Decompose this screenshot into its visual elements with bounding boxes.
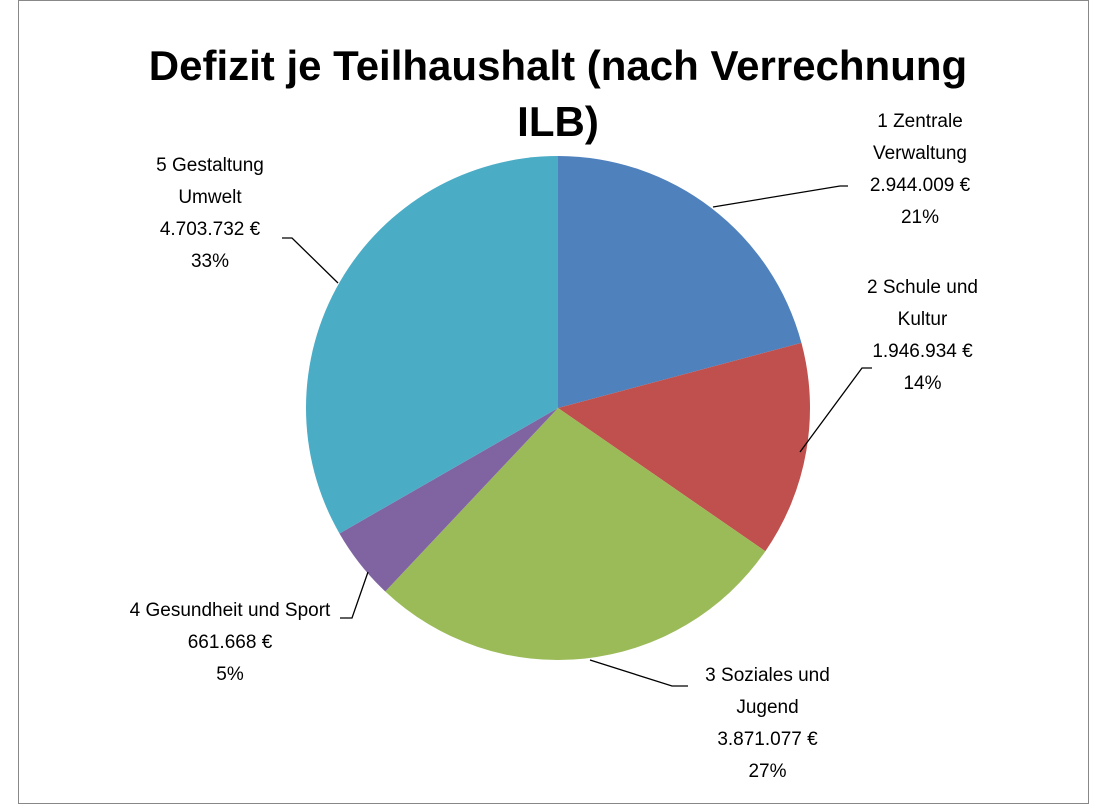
- pie-slice: [558, 342, 810, 552]
- slices: [305, 156, 810, 660]
- data-label: 1 Zentrale Verwaltung 2.944.009 € 21%: [845, 106, 995, 234]
- data-label: 3 Soziales und Jugend 3.871.077 € 27%: [680, 660, 855, 788]
- category-label: 5 Gestaltung Umwelt: [156, 155, 264, 208]
- category-label: 2 Schule und Kultur: [867, 277, 978, 330]
- percent-label: 27%: [748, 761, 787, 782]
- value-label: 4.703.732 €: [159, 219, 261, 240]
- leader-line: [712, 185, 848, 208]
- pie-slice: [339, 408, 558, 592]
- leader-line: [340, 571, 369, 619]
- data-label: 5 Gestaltung Umwelt 4.703.732 € 33%: [130, 150, 290, 278]
- percent-label: 21%: [900, 207, 940, 228]
- value-label: 661.668 €: [187, 632, 273, 653]
- percent-label: 14%: [903, 373, 942, 394]
- pie-slice: [385, 408, 766, 660]
- chart-title: Defizit je Teilhaushalt (nach Verrechnun…: [148, 42, 968, 145]
- data-label: 2 Schule und Kultur 1.946.934 € 14%: [845, 272, 1000, 400]
- leader-line: [799, 367, 872, 453]
- leader-line: [589, 659, 688, 687]
- percent-label: 5%: [216, 664, 244, 685]
- category-label: 4 Gesundheit und Sport: [129, 600, 331, 621]
- percent-label: 33%: [190, 251, 230, 272]
- category-label: 3 Soziales und Jugend: [705, 665, 830, 718]
- category-label: 1 Zentrale Verwaltung: [872, 111, 967, 164]
- pie-slice: [305, 156, 558, 534]
- data-label: 4 Gesundheit und Sport 661.668 € 5%: [120, 595, 340, 691]
- value-label: 2.944.009 €: [869, 175, 971, 196]
- pie-slice: [558, 156, 802, 408]
- leader-lines: [282, 185, 872, 687]
- value-label: 3.871.077 €: [717, 729, 818, 750]
- leader-line: [282, 237, 339, 284]
- value-label: 1.946.934 €: [872, 341, 973, 362]
